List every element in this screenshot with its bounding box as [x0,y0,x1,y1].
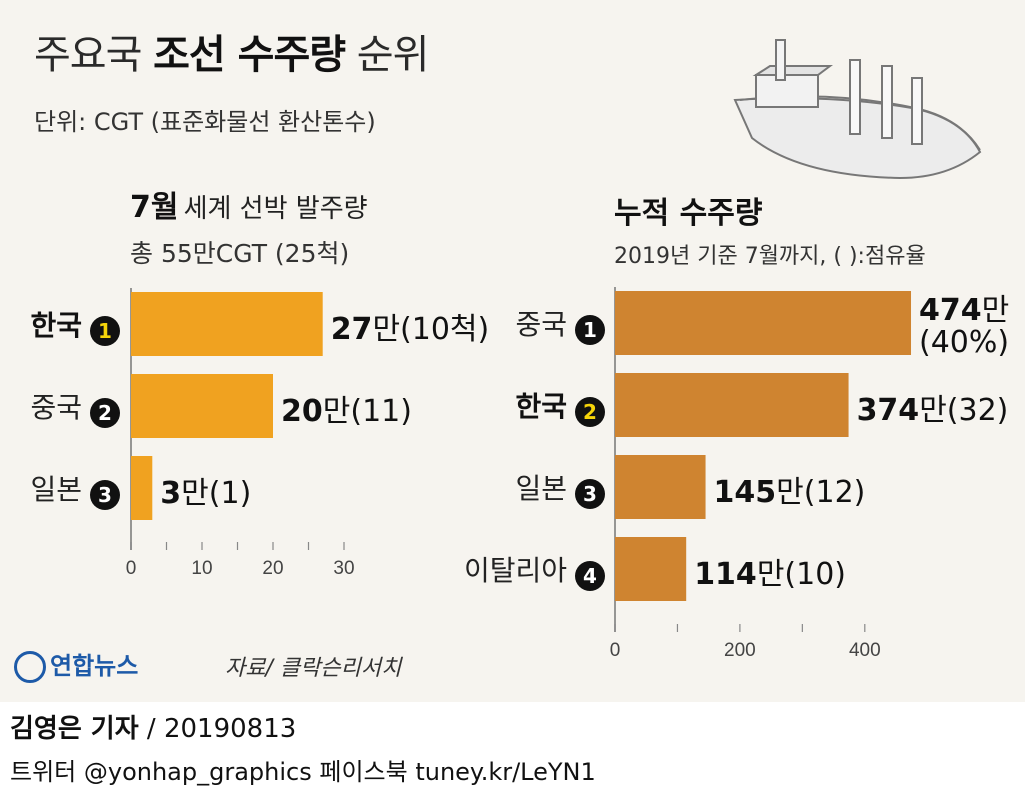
rank-badge: 1 [575,314,605,345]
x-tick-label: 200 [724,640,756,661]
x-tick-label: 30 [333,558,354,579]
left-chart-title: 7월 세계 선박 발주량 [130,190,368,225]
rank-badge: 2 [575,396,605,427]
data-label: 114만(10) [694,549,846,593]
bar-한국 [131,292,323,356]
value-extra: (1) [208,476,252,511]
footer-band [0,702,1025,790]
value-number: 20 [281,394,323,429]
bar-한국 [615,373,849,437]
rank-badge: 2 [90,397,120,428]
x-tick-label: 10 [191,558,212,579]
page-title: 주요국 조선 수주량 순위 [34,32,429,78]
value-unit: 만 [322,394,351,429]
value-unit: 만 [756,557,785,592]
rank-badge: 4 [575,560,605,591]
value-extra: (40%) [919,325,1010,360]
value-number: 374 [856,393,920,428]
bar-일본 [131,456,153,520]
x-tick-label: 20 [262,558,283,579]
value-unit: 만 [919,393,947,428]
category-label: 일본 [30,473,82,506]
rank-badge: 3 [90,479,120,510]
bar-중국 [615,291,912,355]
category-row-label: 중국 1 [515,303,605,345]
category-row-label: 이탈리아 4 [464,549,605,591]
right-chart-title: 누적 수주량 [614,196,763,231]
category-label: 이탈리아 [463,554,567,587]
data-label: 145만(12) [714,467,866,511]
byline: 김영은 기자 / 20190813 [10,714,297,744]
bar-이탈리아 [615,537,687,601]
category-label: 일본 [515,472,567,505]
value-unit: 만 [981,293,1010,328]
value-extra: (32) [946,393,1009,428]
left-chart-subtitle: 총 55만CGT (25척) [130,239,350,268]
value-number: 145 [713,475,777,510]
data-label: 374만(32) [857,385,1009,429]
right-chart-subtitle: 2019년 기준 7월까지, ( ):점유율 [614,244,926,269]
value-extra: (10척) [400,312,490,347]
value-unit: 만 [181,476,209,511]
category-row-label: 일본 3 [515,467,605,509]
value-unit: 만 [776,475,804,510]
value-number: 3 [160,476,182,511]
value-number: 114 [694,557,757,592]
value-extra: (10) [784,557,847,592]
data-label: 474만 [919,285,1009,329]
category-label: 중국 [30,391,82,424]
value-extra: (11) [350,394,412,429]
unit-note: 단위: CGT (표준화물선 환산톤수) [34,108,376,136]
data-label-extra: (40%) [919,325,1009,360]
rank-badge: 3 [575,478,605,509]
x-tick-label: 0 [610,640,621,661]
value-unit: 만 [372,312,401,347]
category-label: 한국 [30,309,82,342]
rank-badge: 1 [90,315,120,346]
value-number: 474 [919,293,982,328]
source-note: 자료/ 클락슨리서치 [225,656,402,681]
category-label: 중국 [515,308,567,341]
category-row-label: 중국 2 [30,386,120,428]
yonhap-logo: 연합뉴스 [14,646,138,683]
data-label: 20만(11) [281,386,412,430]
value-extra: (12) [803,475,866,510]
category-row-label: 한국 2 [515,385,605,427]
data-label: 27만(10척) [331,304,490,348]
value-number: 27 [330,312,373,347]
data-label: 3만(1) [160,468,251,512]
category-label: 한국 [515,390,567,423]
bar-일본 [615,455,706,519]
sns-links: 트위터 @yonhap_graphics 페이스북 tuney.kr/LeYN1 [10,758,596,786]
category-row-label: 한국 1 [30,304,120,346]
x-tick-label: 400 [849,640,881,661]
category-row-label: 일본 3 [30,468,120,510]
x-tick-label: 0 [126,558,137,579]
bar-중국 [131,374,273,438]
